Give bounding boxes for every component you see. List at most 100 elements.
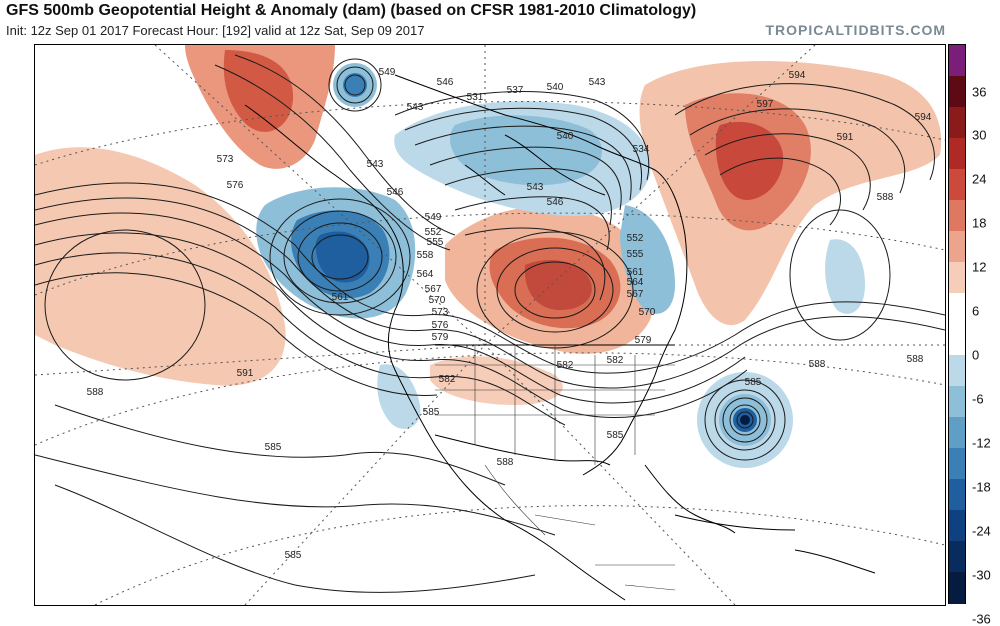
- colorbar-cell: [949, 231, 965, 263]
- contour-height-label: 540: [557, 131, 574, 142]
- contour-height-label: 567: [627, 289, 644, 300]
- colorbar-tick-label: 18: [972, 215, 987, 231]
- colorbar-cell: [949, 324, 965, 356]
- contour-height-label: 588: [497, 457, 514, 468]
- contour-height-label: 552: [425, 227, 442, 238]
- negative-anomaly-west-us: [377, 364, 421, 429]
- contour-height-label: 558: [417, 250, 434, 261]
- contour-height-label: 549: [425, 212, 442, 223]
- contour-height-label: 585: [285, 550, 302, 561]
- contour-height-label: 546: [547, 197, 564, 208]
- contour-height-label: 585: [265, 442, 282, 453]
- colorbar-tick-label: 12: [972, 259, 987, 275]
- contour-height-label: 570: [639, 307, 656, 318]
- contour-height-label: 531: [467, 92, 484, 103]
- colorbar-cell: [949, 107, 965, 139]
- contour-height-label: 576: [432, 320, 449, 331]
- positive-anomaly-alaska-core: [223, 50, 294, 132]
- contour-height-label: 594: [789, 70, 806, 81]
- map-panel: 549 546 543 531 537 540 543 573 576 543 546 549 552 5…: [34, 44, 946, 606]
- contour-height-label: 561: [627, 267, 644, 278]
- contour-height-label: 588: [809, 359, 826, 370]
- contour-height-label: 591: [237, 368, 254, 379]
- colorbar-cell: [949, 572, 965, 604]
- colorbar-cell: [949, 45, 965, 77]
- colorbar-cell: [949, 262, 965, 294]
- colorbar-tick-label: -12: [972, 435, 991, 451]
- contour-height-label: 564: [627, 277, 644, 288]
- contour-height-label: 543: [527, 182, 544, 193]
- contour-height-label: 543: [407, 102, 424, 113]
- negative-anomaly-hudson: [620, 205, 675, 314]
- positive-anomaly-central-canada-inner: [524, 260, 592, 310]
- contour-height-label: 534: [633, 144, 650, 155]
- colorbar-tick-label: 36: [972, 84, 987, 99]
- height-contours: [35, 54, 945, 593]
- contour-height-label: 588: [87, 387, 104, 398]
- contour-height-label: 555: [427, 237, 444, 248]
- colorbar-cell: [949, 386, 965, 418]
- positive-anomaly-southern-us: [430, 356, 563, 405]
- colorbar-tick-label: -30: [972, 567, 991, 583]
- contour-height-label: 588: [907, 354, 924, 365]
- contour-height-label: 573: [217, 154, 234, 165]
- contour-height-label: 579: [635, 335, 652, 346]
- negative-anomaly-arctic-canada-core: [450, 115, 602, 186]
- colorbar-cell: [949, 510, 965, 542]
- contour-height-label: 567: [425, 284, 442, 295]
- colorbar-tick-label: -18: [972, 479, 991, 495]
- colorbar-cell: [949, 138, 965, 170]
- contour-height-label: 582: [557, 360, 574, 371]
- contour-height-label: 597: [757, 99, 774, 110]
- colorbar-tick-label: 6: [972, 303, 980, 319]
- contour-height-label: 585: [423, 407, 440, 418]
- contour-height-label: 543: [589, 77, 606, 88]
- colorbar-cell: [949, 417, 965, 449]
- contour-height-label: 564: [417, 269, 434, 280]
- positive-anomaly-north-atlantic-inner: [715, 121, 784, 200]
- colorbar-tick-label: -36: [972, 611, 991, 626]
- colorbar-cell: [949, 355, 965, 387]
- colorbar: [948, 44, 966, 604]
- negative-anomaly-hurricane-eye: [740, 415, 750, 425]
- contour-height-label: 582: [607, 355, 624, 366]
- colorbar-tick-label: 30: [972, 127, 987, 143]
- contour-height-label: 579: [432, 332, 449, 343]
- positive-anomaly-pacific: [35, 147, 286, 386]
- contour-height-label: 546: [387, 187, 404, 198]
- contour-height-label: 585: [607, 430, 624, 441]
- contour-height-label: 591: [837, 132, 854, 143]
- colorbar-tick-label: 24: [972, 171, 987, 187]
- contour-height-label: 576: [227, 180, 244, 191]
- colorbar-cell: [949, 293, 965, 325]
- contour-height-label: 540: [547, 82, 564, 93]
- colorbar-cell: [949, 200, 965, 232]
- colorbar-tick-label: 0: [972, 347, 980, 363]
- negative-anomaly-mid-atlantic: [825, 239, 865, 314]
- colorbar-cell: [949, 479, 965, 511]
- colorbar-cell: [949, 541, 965, 573]
- contour-height-label: 555: [627, 249, 644, 260]
- colorbar-tick-label: -6: [972, 391, 984, 407]
- contour-height-label: 594: [915, 112, 932, 123]
- contour-height-label: 573: [432, 307, 449, 318]
- contour-height-label: 543: [367, 159, 384, 170]
- contour-height-label: 552: [627, 233, 644, 244]
- contour-height-label: 537: [507, 85, 524, 96]
- negative-anomaly-bering-core: [343, 73, 367, 97]
- colorbar-cell: [949, 76, 965, 108]
- brand-watermark: TROPICALTIDBITS.COM: [765, 22, 946, 38]
- political-borders: [435, 345, 676, 591]
- chart-title: GFS 500mb Geopotential Height & Anomaly …: [6, 2, 697, 19]
- negative-anomaly-gulf-of-alaska-inner: [315, 231, 370, 283]
- contour-height-label: 585: [745, 377, 762, 388]
- contour-height-label: 561: [332, 292, 349, 303]
- contour-height-label: 582: [439, 374, 456, 385]
- colorbar-tick-label: -24: [972, 523, 991, 539]
- colorbar-cell: [949, 169, 965, 201]
- contour-height-label: 570: [429, 295, 446, 306]
- contour-height-label: 546: [437, 77, 454, 88]
- chart-subtitle: Init: 12z Sep 01 2017 Forecast Hour: [19…: [6, 23, 425, 38]
